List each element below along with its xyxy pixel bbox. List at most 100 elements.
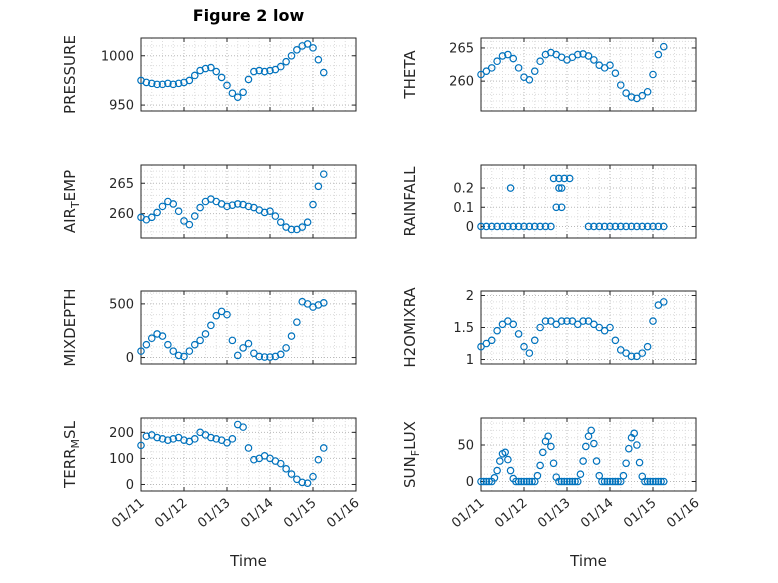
data-point [600, 477, 609, 486]
data-point [169, 80, 178, 89]
data-point [185, 76, 194, 85]
data-point [493, 222, 501, 231]
data-point [158, 435, 167, 443]
data-point [250, 349, 258, 358]
data-point [180, 352, 188, 361]
data-point [573, 477, 582, 486]
data-point [657, 477, 665, 486]
data-point [622, 89, 630, 97]
y-axis-label: RAINFALL [401, 166, 419, 237]
data-point [314, 55, 323, 64]
data-point [153, 208, 161, 217]
y-tick-label: 0 [126, 351, 134, 366]
data-point [482, 477, 491, 486]
data-point [142, 340, 151, 349]
data-point [616, 81, 625, 89]
data-point [293, 475, 301, 484]
data-point [487, 336, 496, 345]
data-point [174, 351, 183, 360]
data-point [223, 438, 231, 447]
data-point [651, 477, 660, 486]
data-point [544, 432, 552, 441]
data-point [654, 50, 663, 59]
data-point [293, 318, 301, 326]
y-axis-label: PRESSURE [61, 35, 79, 114]
data-point [228, 336, 237, 345]
data-point [190, 435, 199, 443]
x-tick-label: 01/16 [664, 496, 702, 532]
x-tick-label: 01/15 [281, 496, 319, 532]
data-point [579, 317, 587, 325]
data-point [207, 321, 215, 330]
axes-box [140, 37, 357, 112]
data-point [568, 317, 577, 325]
data-point [501, 448, 509, 457]
data-point [228, 201, 237, 209]
data-point [164, 79, 172, 88]
data-point [477, 70, 485, 79]
data-point [520, 222, 528, 231]
subplot-canvas: 0 100 200 TERRMSL 01/11 01/12 01/13 01/14 01/15 0… [61, 417, 363, 532]
data-point [643, 477, 652, 486]
data-point [137, 441, 145, 450]
data-point [590, 320, 598, 329]
data-point [276, 218, 285, 226]
data-point [625, 444, 633, 453]
data-point [638, 91, 647, 100]
data-point [555, 174, 563, 183]
data-point [298, 478, 307, 487]
y-axis-label: TERRMSL [61, 420, 82, 489]
data-point [643, 342, 652, 351]
data-point [579, 457, 587, 465]
data-point [147, 213, 156, 222]
data-point [498, 320, 507, 329]
data-point [595, 222, 604, 231]
data-point [622, 222, 630, 231]
subplot-pressure: 950 1000 PRESSURE [61, 35, 362, 114]
data-point [606, 477, 614, 486]
x-tick-label: 01/12 [492, 496, 530, 532]
data-point [164, 436, 172, 444]
data-point [590, 222, 598, 231]
data-point [496, 457, 504, 465]
data-point [493, 57, 501, 66]
data-point [547, 222, 555, 231]
y-tick-label: 265 [449, 41, 474, 56]
x-tick-label: 01/14 [238, 496, 276, 532]
data-point [319, 299, 328, 307]
data-point [600, 326, 609, 335]
data-point [212, 67, 221, 76]
x-tick-label: 01/13 [195, 496, 233, 532]
data-point [600, 222, 609, 231]
data-point [595, 323, 604, 332]
data-point [504, 222, 512, 231]
data-point [309, 472, 317, 481]
data-point [487, 222, 496, 231]
data-point [514, 64, 523, 72]
data-point [212, 311, 221, 320]
data-point [654, 301, 663, 309]
data-point [319, 444, 328, 452]
data-point [493, 326, 501, 335]
data-point [619, 471, 628, 480]
data-point [319, 68, 328, 77]
data-point [479, 477, 488, 486]
subplot-sun-flux: 0 50 SUNFLUX 01/11 01/12 01/13 01/14 01/15 01/16 [401, 416, 703, 568]
data-point [557, 184, 566, 192]
data-point [207, 433, 215, 442]
data-point [549, 174, 558, 183]
data-point [536, 323, 544, 332]
data-point [250, 67, 258, 76]
data-point [611, 222, 620, 231]
data-point [563, 317, 571, 325]
subplot-canvas: 0 500 MIXDEPTH [61, 288, 357, 367]
data-point [504, 50, 512, 59]
y-tick-label: 200 [109, 426, 134, 441]
data-point [584, 222, 593, 231]
data-point [536, 461, 544, 470]
y-tick-label: 260 [109, 207, 134, 222]
axes-box [480, 37, 697, 112]
data-point [606, 61, 614, 70]
data-point [190, 340, 199, 349]
